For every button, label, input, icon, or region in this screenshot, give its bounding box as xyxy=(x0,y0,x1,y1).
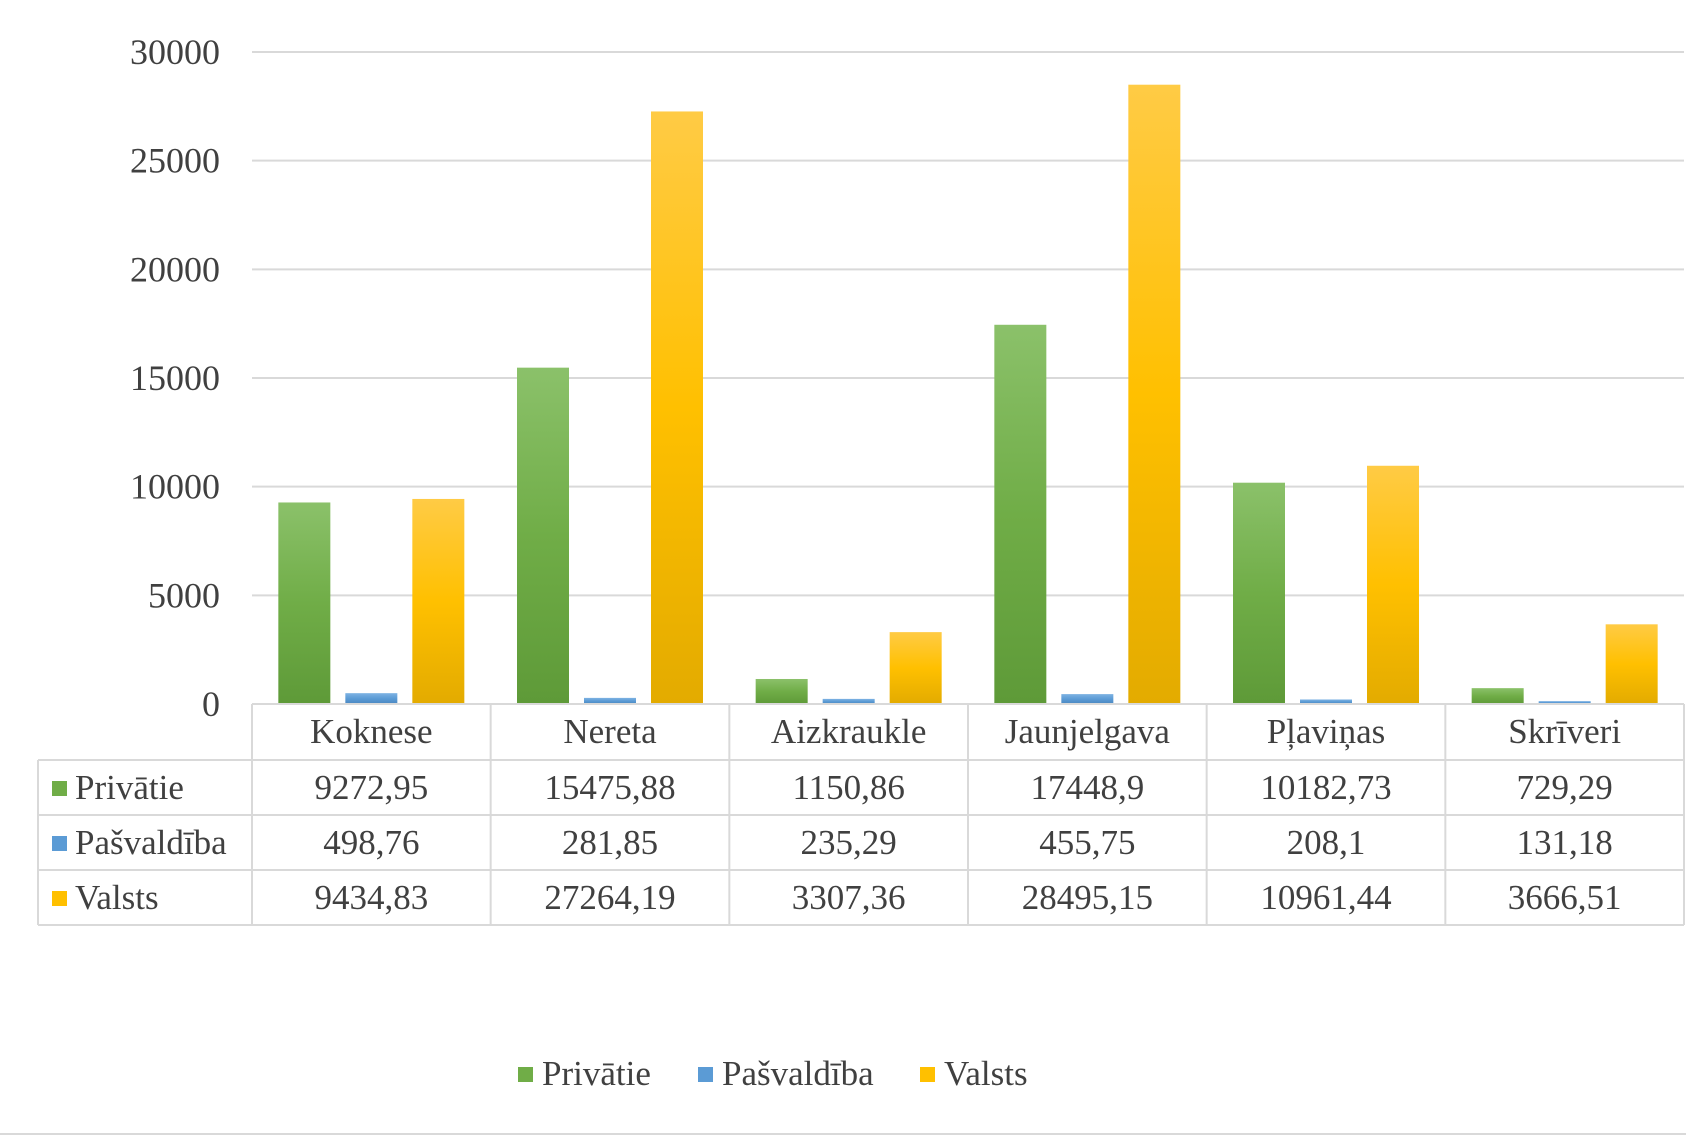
category-label: Jaunjelgava xyxy=(1005,712,1171,751)
legend-label: Valsts xyxy=(944,1054,1028,1093)
table-series-name: Pašvaldība xyxy=(75,823,227,862)
category-label: Aizkraukle xyxy=(771,712,926,751)
y-tick-label: 30000 xyxy=(130,32,220,72)
data-table: Koknese Nereta Aizkraukle Jaunjelgava Pļaviņ… xyxy=(37,703,1685,926)
bar-pašvaldība-5 xyxy=(1538,701,1591,704)
bar-valsts-4 xyxy=(1367,465,1419,704)
table-cell: 9434,83 xyxy=(314,878,428,917)
table-legend-key xyxy=(52,836,67,851)
bar-privātie-1 xyxy=(517,367,569,704)
legend-label: Privātie xyxy=(542,1054,651,1093)
bar-valsts-0 xyxy=(412,498,465,704)
bar-pašvaldība-0 xyxy=(345,693,398,704)
legend-key xyxy=(518,1067,533,1082)
legend: Privātie Pašvaldība Valsts xyxy=(518,1054,1028,1093)
table-cell: 1150,86 xyxy=(792,768,904,807)
table-cell: 729,29 xyxy=(1517,768,1613,807)
bar-privātie-4 xyxy=(1233,482,1285,704)
category-label: Pļaviņas xyxy=(1267,712,1386,751)
table-series-name: Valsts xyxy=(75,878,159,917)
y-tick-label: 5000 xyxy=(148,575,220,615)
bar-pašvaldība-1 xyxy=(584,697,636,704)
legend-key xyxy=(698,1067,713,1082)
legend-key xyxy=(920,1067,935,1082)
y-tick-label: 15000 xyxy=(130,358,220,398)
table-cell: 498,76 xyxy=(323,823,419,862)
bar-privātie-2 xyxy=(755,678,808,704)
table-cell: 27264,19 xyxy=(544,878,675,917)
bar-valsts-1 xyxy=(651,111,703,705)
table-cell: 3307,36 xyxy=(792,878,906,917)
category-label: Nereta xyxy=(563,712,657,751)
y-tick-label: 0 xyxy=(202,684,220,724)
table-cell: 235,29 xyxy=(801,823,897,862)
gridlines xyxy=(252,51,1684,705)
table-series-name: Privātie xyxy=(75,768,184,807)
table-legend-key xyxy=(52,781,67,796)
table-legend-key xyxy=(52,891,67,906)
y-tick-label: 25000 xyxy=(130,141,220,181)
table-cell: 455,75 xyxy=(1039,823,1135,862)
bar-valsts-3 xyxy=(1128,84,1181,705)
legend-label: Pašvaldība xyxy=(722,1054,874,1093)
table-cell: 208,1 xyxy=(1287,823,1366,862)
bar-pašvaldība-2 xyxy=(822,698,875,704)
y-tick-label: 20000 xyxy=(130,249,220,289)
table-cell: 9272,95 xyxy=(314,768,428,807)
bars xyxy=(278,84,1658,705)
table-cell: 3666,51 xyxy=(1508,878,1622,917)
table-cell: 17448,9 xyxy=(1030,768,1144,807)
table-cell: 28495,15 xyxy=(1022,878,1153,917)
category-label: Skrīveri xyxy=(1508,712,1621,751)
bar-pašvaldība-4 xyxy=(1300,699,1352,704)
table-cell: 15475,88 xyxy=(544,768,675,807)
y-tick-label: 10000 xyxy=(130,467,220,507)
table-cell: 131,18 xyxy=(1517,823,1613,862)
category-label: Koknese xyxy=(310,712,432,751)
y-axis: 0 5000 10000 15000 20000 25000 30000 xyxy=(130,32,220,724)
table-cell: 281,85 xyxy=(562,823,658,862)
bar-privātie-0 xyxy=(278,502,331,704)
table-cell: 10961,44 xyxy=(1260,878,1391,917)
bar-pašvaldība-3 xyxy=(1061,694,1114,704)
table-cell: 10182,73 xyxy=(1260,768,1391,807)
bar-valsts-2 xyxy=(889,632,942,704)
bar-valsts-5 xyxy=(1605,624,1658,704)
bar-privātie-3 xyxy=(994,324,1047,704)
bar-privātie-5 xyxy=(1471,688,1524,704)
